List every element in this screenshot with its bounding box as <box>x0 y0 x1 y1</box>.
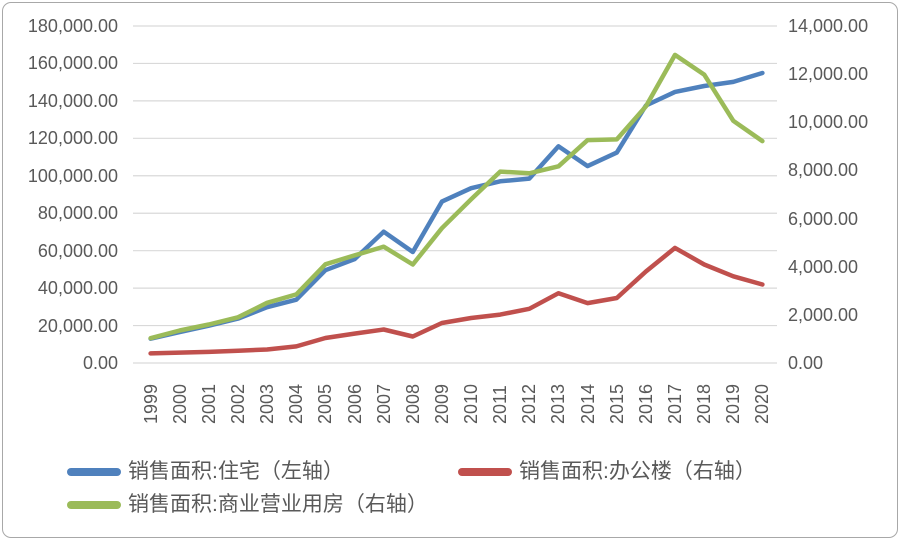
y-axis-tick-left: 140,000.00 <box>27 90 118 111</box>
legend-label: 销售面积:商业营业用房（右轴） <box>128 493 428 516</box>
y-axis-tick-left: 40,000.00 <box>37 278 118 299</box>
y-axis-tick-left: 0.00 <box>82 353 118 373</box>
x-axis-tick: 2019 <box>723 383 744 424</box>
x-axis-tick: 2007 <box>373 383 394 424</box>
x-axis-tick: 2006 <box>344 383 365 424</box>
legend-item-office[interactable]: 销售面积:办公楼（右轴） <box>458 460 756 483</box>
y-axis-tick-left: 80,000.00 <box>37 203 118 224</box>
legend-swatch <box>67 468 121 476</box>
y-axis-tick-left: 180,000.00 <box>27 16 118 36</box>
x-axis-tick: 2001 <box>198 383 219 424</box>
x-axis-tick: 2016 <box>635 383 656 424</box>
y-axis-tick-left: 100,000.00 <box>27 165 118 186</box>
x-axis-tick: 2013 <box>548 383 569 424</box>
x-axis-tick: 2015 <box>606 383 627 424</box>
x-axis-tick: 2000 <box>169 383 190 424</box>
y-axis-tick-right: 0.00 <box>788 353 824 373</box>
legend-label: 销售面积:办公楼（右轴） <box>519 460 756 483</box>
x-axis-tick: 1999 <box>140 383 161 424</box>
legend-item-commercial[interactable]: 销售面积:商业营业用房（右轴） <box>67 493 428 516</box>
y-axis-tick-right: 2,000.00 <box>788 304 859 325</box>
y-axis-tick-right: 10,000.00 <box>788 112 869 133</box>
x-axis-tick: 2017 <box>665 383 686 424</box>
y-axis-tick-right: 8,000.00 <box>788 160 859 181</box>
y-axis-tick-right: 14,000.00 <box>788 16 869 36</box>
x-axis-tick: 2011 <box>490 385 511 424</box>
legend-swatch <box>458 468 512 476</box>
x-axis-tick: 2002 <box>227 383 248 424</box>
line-commercial[interactable] <box>148 52 765 341</box>
y-axis-tick-right: 4,000.00 <box>788 256 859 277</box>
legend-label: 销售面积:住宅（左轴） <box>128 460 344 483</box>
y-axis-tick-left: 20,000.00 <box>37 315 118 336</box>
y-axis-tick-right: 12,000.00 <box>788 64 869 85</box>
x-axis-tick: 2014 <box>577 383 598 424</box>
x-axis-tick: 2020 <box>752 383 773 424</box>
x-axis-tick: 2018 <box>694 383 715 424</box>
legend-swatch <box>67 501 121 509</box>
x-axis-tick: 2008 <box>402 383 423 424</box>
x-axis-tick: 2005 <box>315 383 336 424</box>
y-axis-tick-left: 60,000.00 <box>37 240 118 261</box>
x-axis-tick: 2009 <box>431 383 452 424</box>
x-axis-tick: 2012 <box>519 383 540 424</box>
line-residential[interactable] <box>148 70 765 341</box>
y-axis-tick-left: 160,000.00 <box>27 53 118 74</box>
line-office[interactable] <box>148 245 765 356</box>
legend-item-residential[interactable]: 销售面积:住宅（左轴） <box>67 460 344 483</box>
x-axis-tick: 2004 <box>286 383 307 424</box>
x-axis-tick: 2010 <box>461 383 482 424</box>
x-axis-tick: 2003 <box>257 383 278 424</box>
y-axis-tick-right: 6,000.00 <box>788 208 859 229</box>
y-axis-tick-left: 120,000.00 <box>27 128 118 149</box>
